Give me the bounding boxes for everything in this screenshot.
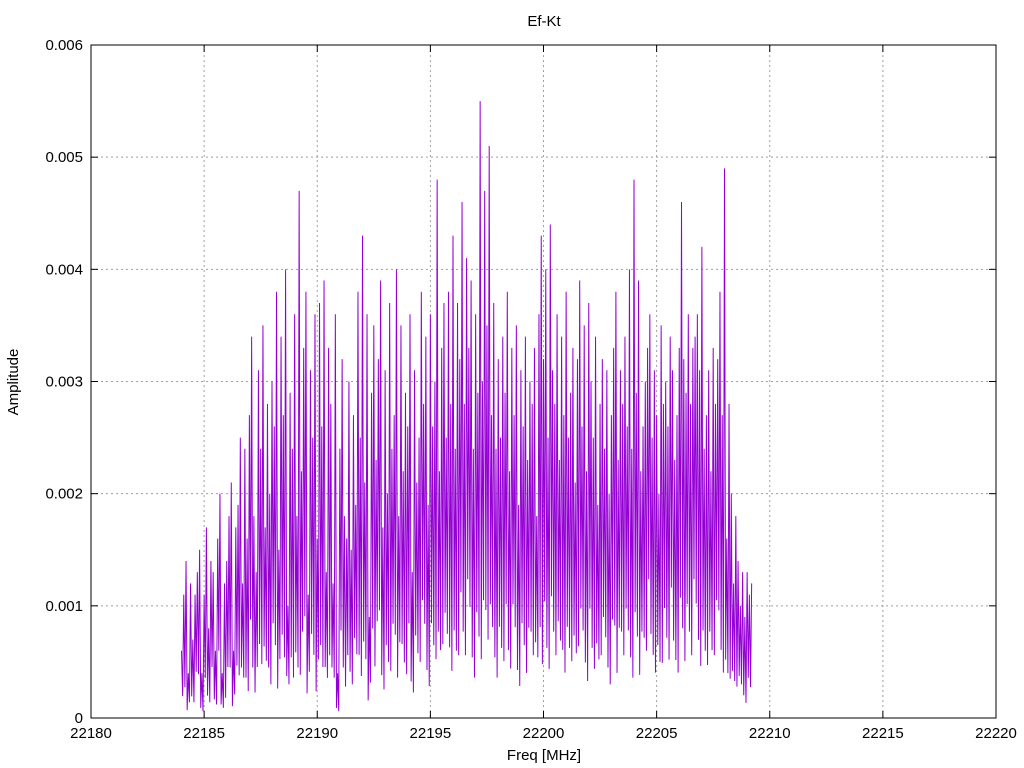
x-tick-label: 22185 <box>183 725 225 742</box>
y-tick-label: 0.002 <box>45 486 83 503</box>
axis-ticks: 22180 22185 22190 22195 22200 22205 22210 22215… <box>45 37 1016 742</box>
x-tick-label: 22180 <box>70 725 112 742</box>
y-tick-label: 0.006 <box>45 37 83 54</box>
y-tick-label: 0.004 <box>45 261 83 278</box>
series-line <box>181 101 753 712</box>
data-series <box>181 101 753 712</box>
y-tick-label: 0 <box>75 710 83 727</box>
chart-title: Ef-Kt <box>527 13 561 30</box>
x-tick-label: 22215 <box>862 725 904 742</box>
y-tick-label: 0.005 <box>45 149 83 166</box>
x-tick-label: 22220 <box>975 725 1017 742</box>
y-tick-label: 0.001 <box>45 598 83 615</box>
y-tick-label: 0.003 <box>45 374 83 391</box>
x-tick-label: 22195 <box>410 725 452 742</box>
x-tick-label: 22190 <box>296 725 338 742</box>
x-tick-label: 22200 <box>523 725 565 742</box>
x-tick-label: 22210 <box>749 725 791 742</box>
x-axis-label: Freq [MHz] <box>507 747 581 764</box>
y-axis-label: Amplitude <box>5 349 22 416</box>
x-tick-label: 22205 <box>636 725 678 742</box>
